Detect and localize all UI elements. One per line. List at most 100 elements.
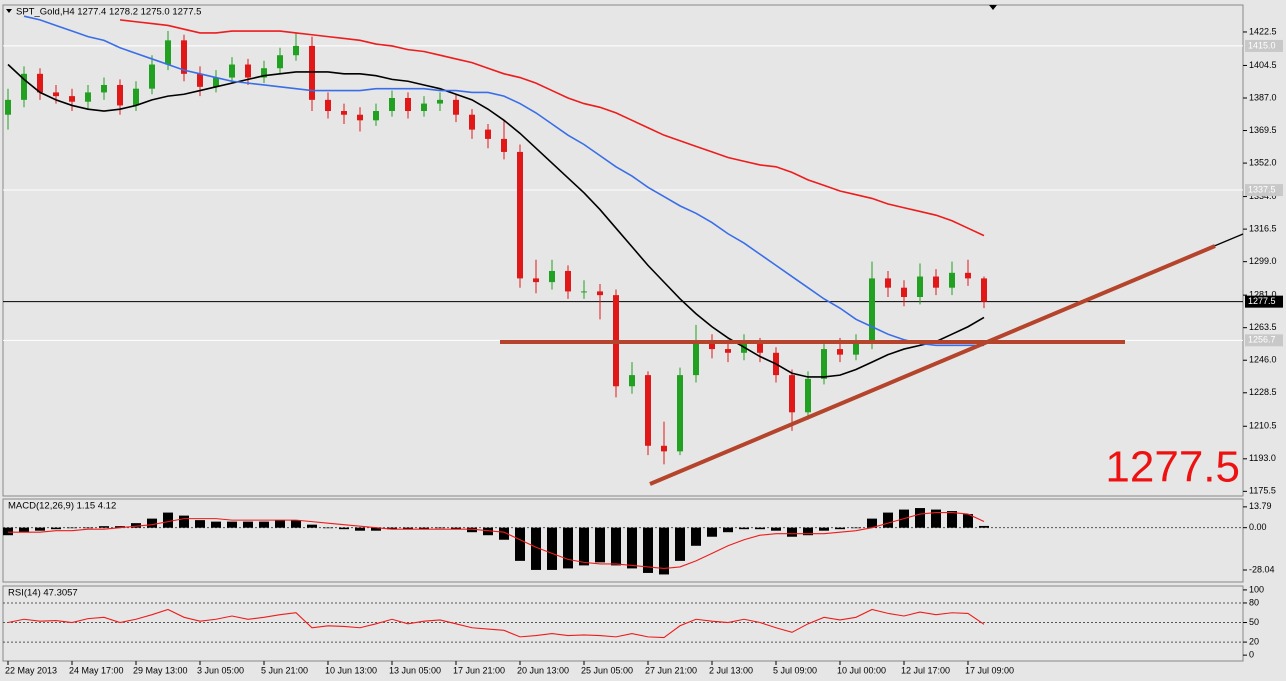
candle-body [165,40,171,65]
histogram-bar [3,527,13,536]
menu-marker [6,9,12,13]
candle-body [757,343,763,353]
y-tick-label: 1369.5 [1249,125,1277,135]
x-tick-label: 3 Jun 05:00 [197,665,244,675]
histogram-bar [643,527,653,573]
candle-body [261,68,267,78]
histogram-bar [131,523,141,528]
histogram-bar [787,527,797,537]
histogram-bar [771,527,781,531]
y-tick-label: 1316.5 [1249,223,1277,233]
x-tick-label: 10 Jun 13:00 [325,665,377,675]
candle-body [453,99,459,115]
indicator-line [7,608,985,639]
histogram-bar [67,527,77,529]
candle-body [117,84,123,106]
histogram-bar [179,515,189,528]
x-tick-label: 22 May 2013 [5,665,57,675]
y-tick-label: 1263.5 [1249,322,1277,332]
candle-body [357,114,363,121]
histogram-bar [211,521,221,528]
candle-body [309,45,315,100]
histogram-bar [547,527,557,570]
histogram-bar [147,518,157,528]
candle-body [341,111,347,115]
x-tick-label: 10 Jul 00:00 [837,665,886,675]
histogram-bar [979,525,989,528]
histogram-bar [867,518,877,528]
trend-line [649,244,1216,486]
candle-body [885,278,891,288]
histogram-bar [467,527,477,533]
y-tick-label: 1210.5 [1249,421,1277,431]
candle-body [837,349,843,355]
histogram-bar [403,527,413,530]
histogram-bar [451,527,461,530]
candle-body [181,40,187,74]
histogram-bar [803,527,813,536]
candle-body [197,73,203,87]
histogram-bar [83,527,93,529]
price-tag-label: 1256.7 [1248,335,1276,345]
histogram-bar [163,512,173,528]
histogram-bar [387,527,397,530]
y-tick-label: 1404.5 [1249,60,1277,70]
histogram-bar [931,509,941,528]
histogram-bar [371,527,381,531]
histogram-bar [291,520,301,528]
indicator-line [23,15,984,347]
histogram-bar [691,527,701,546]
histogram-bar [51,527,61,530]
candle-body [277,55,283,69]
candle-body [661,445,667,452]
histogram-bar [611,527,621,566]
histogram-bar [723,527,733,533]
shift-marker [989,5,997,10]
price-label: 1277.5 [1105,443,1240,492]
y-tick-label: 1193.0 [1249,453,1276,463]
candle-body [469,114,475,130]
indicator-line [7,63,985,378]
candle-body [549,270,555,283]
candle-body [325,99,331,112]
candle-body [501,138,507,152]
candle-body [437,99,443,104]
candle-body [629,375,635,387]
histogram-bar [35,527,45,531]
histogram-bar [515,527,525,561]
candle-body [101,84,107,93]
histogram-bar [323,527,333,529]
marks: SPT_Gold,H4 1277.4 1278.2 1275.0 1277.5 1… [3,7,1283,675]
candle-body [917,276,923,297]
candle-body [85,92,91,102]
candle-body [69,96,75,102]
rsi-panel [2,585,1244,662]
candle-body [565,270,571,292]
y-tick-label: 0 [1249,650,1254,660]
histogram-bar [595,527,605,563]
panel-title: RSI(14) 47.3057 [8,588,78,599]
candle-body [213,77,219,87]
histogram-bar [259,521,269,528]
x-tick-label: 20 Jun 13:00 [517,665,569,675]
candle-body [693,341,699,376]
histogram-bar [707,527,717,537]
histogram-bar [419,527,429,530]
panel-title: MACD(12,26,9) 1.15 4.12 [8,501,116,512]
candle-body [725,349,731,353]
histogram-bar [307,524,317,528]
candle-body [805,378,811,413]
panel-title: SPT_Gold,H4 1277.4 1278.2 1275.0 1277.5 [16,7,201,18]
x-tick-label: 25 Jun 05:00 [581,665,633,675]
candle-body [677,375,683,452]
x-tick-label: 13 Jun 05:00 [389,665,441,675]
histogram-bar [579,527,589,566]
candle-body [149,64,155,89]
y-tick-label: 80 [1249,597,1259,607]
y-tick-label: 1246.0 [1249,355,1277,365]
histogram-bar [275,520,285,528]
candle-body [949,272,955,288]
histogram-bar [835,527,845,530]
candle-body [389,97,395,112]
histogram-bar [499,527,509,540]
